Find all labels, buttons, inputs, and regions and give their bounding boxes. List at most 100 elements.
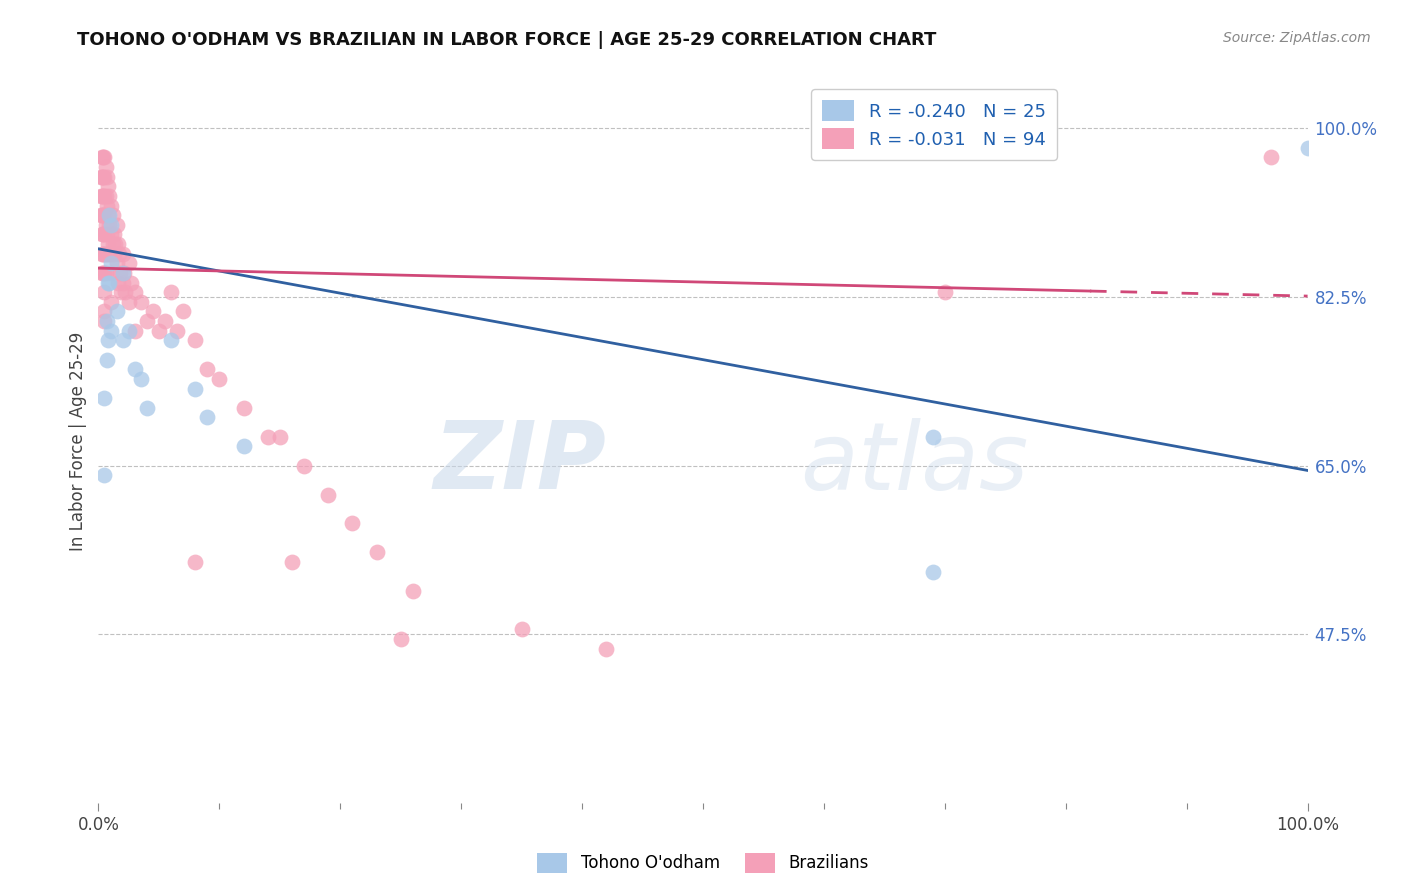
Point <box>97 208 120 222</box>
Point <box>93 285 115 300</box>
Point <box>595 641 617 656</box>
Point <box>96 352 118 367</box>
Point <box>93 227 115 242</box>
Point <box>112 266 135 280</box>
Point <box>114 285 136 300</box>
Point <box>1296 141 1319 155</box>
Point <box>195 410 218 425</box>
Point <box>402 583 425 598</box>
Point <box>94 189 117 203</box>
Point <box>184 555 207 569</box>
Point <box>94 160 117 174</box>
Point <box>105 256 128 270</box>
Point <box>104 237 127 252</box>
Point <box>96 314 118 328</box>
Point <box>91 208 114 222</box>
Point <box>921 430 943 444</box>
Point <box>100 294 122 309</box>
Point <box>98 189 121 203</box>
Point <box>91 169 114 184</box>
Point <box>105 304 128 318</box>
Point <box>142 304 165 318</box>
Point <box>94 266 117 280</box>
Point <box>281 555 304 569</box>
Point <box>96 169 118 184</box>
Point <box>153 314 176 328</box>
Point <box>135 401 157 415</box>
Point <box>389 632 412 646</box>
Point <box>100 227 122 242</box>
Point <box>98 276 121 290</box>
Point <box>93 246 115 260</box>
Text: ZIP: ZIP <box>433 417 606 509</box>
Point <box>148 324 170 338</box>
Point <box>96 246 118 260</box>
Point <box>160 285 183 300</box>
Point <box>107 237 129 252</box>
Point <box>93 189 115 203</box>
Point <box>91 227 114 242</box>
Point <box>921 565 943 579</box>
Point <box>100 198 122 212</box>
Point <box>93 314 115 328</box>
Point <box>100 266 122 280</box>
Point <box>342 516 364 531</box>
Point <box>124 362 146 376</box>
Point <box>101 208 124 222</box>
Point <box>118 324 141 338</box>
Point <box>93 208 115 222</box>
Text: TOHONO O'ODHAM VS BRAZILIAN IN LABOR FORCE | AGE 25-29 CORRELATION CHART: TOHONO O'ODHAM VS BRAZILIAN IN LABOR FOR… <box>77 31 936 49</box>
Point <box>108 246 131 260</box>
Point <box>98 218 121 232</box>
Point <box>97 237 120 252</box>
Point <box>166 324 188 338</box>
Y-axis label: In Labor Force | Age 25-29: In Labor Force | Age 25-29 <box>69 332 87 551</box>
Point <box>232 401 254 415</box>
Point <box>124 285 146 300</box>
Point <box>100 246 122 260</box>
Point <box>98 246 121 260</box>
Point <box>90 169 112 184</box>
Point <box>93 266 115 280</box>
Point <box>195 362 218 376</box>
Point <box>91 208 114 222</box>
Point <box>91 189 114 203</box>
Point <box>91 266 114 280</box>
Point <box>100 218 122 232</box>
Point <box>111 266 134 280</box>
Point <box>366 545 388 559</box>
Point <box>184 334 207 348</box>
Point <box>93 304 115 318</box>
Point <box>208 372 231 386</box>
Point <box>97 334 120 348</box>
Point <box>111 246 134 260</box>
Point <box>108 266 131 280</box>
Point <box>118 256 141 270</box>
Point <box>135 314 157 328</box>
Point <box>1260 150 1282 164</box>
Point <box>510 623 533 637</box>
Point <box>94 218 117 232</box>
Point <box>111 334 134 348</box>
Point <box>93 468 115 483</box>
Point <box>120 276 142 290</box>
Legend: R = -0.240   N = 25, R = -0.031   N = 94: R = -0.240 N = 25, R = -0.031 N = 94 <box>811 89 1057 160</box>
Point <box>91 150 114 164</box>
Point <box>91 189 114 203</box>
Point <box>94 246 117 260</box>
Point <box>256 430 278 444</box>
Point <box>93 150 115 164</box>
Point <box>103 227 125 242</box>
Point <box>124 324 146 338</box>
Text: atlas: atlas <box>800 417 1028 508</box>
Point <box>93 169 115 184</box>
Point <box>91 150 114 164</box>
Point <box>91 266 114 280</box>
Point <box>91 227 114 242</box>
Point <box>97 179 120 194</box>
Point <box>100 324 122 338</box>
Point <box>160 334 183 348</box>
Point <box>232 439 254 453</box>
Point <box>316 487 339 501</box>
Point <box>129 372 152 386</box>
